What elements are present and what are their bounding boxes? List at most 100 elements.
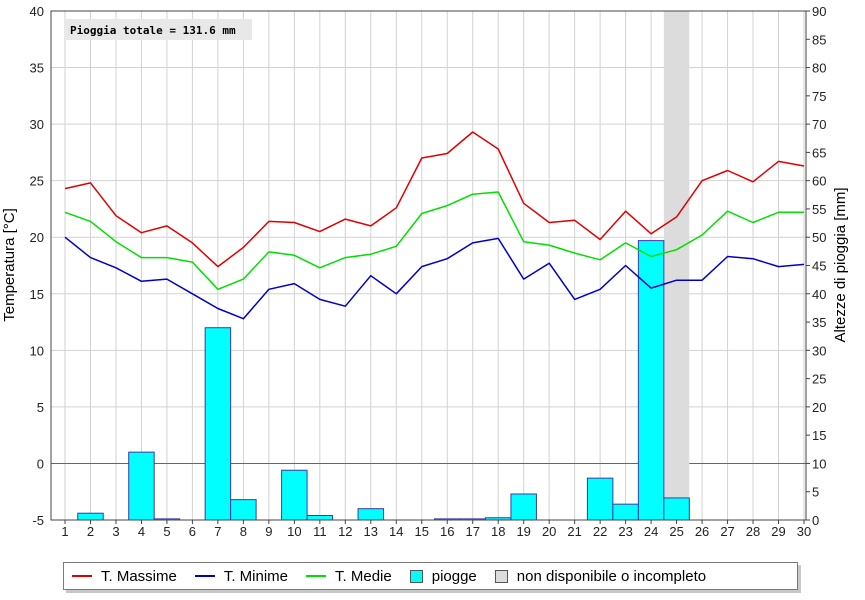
mean-temp-line	[64, 191, 804, 291]
y-left-tick-label: -5	[32, 513, 44, 528]
y-left-tick-label: 30	[30, 117, 44, 132]
rain-bar	[612, 503, 639, 521]
x-tick-label: 16	[440, 524, 454, 539]
x-tick-label: 2	[87, 524, 94, 539]
x-tick-label: 7	[214, 524, 221, 539]
y-right-tick-label: 30	[812, 343, 826, 358]
rain-bars	[77, 240, 690, 521]
gridlines	[51, 10, 806, 521]
x-tick-label: 4	[138, 524, 145, 539]
rain-bar	[637, 240, 665, 521]
y-right-tick-label: 60	[812, 174, 826, 189]
y-right-tick-label: 35	[812, 315, 826, 330]
y-right-tick-label: 55	[812, 202, 826, 217]
legend-label-rain: piogge	[431, 567, 477, 585]
rain-bar	[281, 469, 308, 521]
y-right-tick-label: 50	[812, 230, 826, 245]
rain-bar	[306, 514, 334, 521]
x-tick-label: 24	[644, 524, 658, 539]
y-left-tick-label: 25	[30, 174, 44, 189]
y-right-tick-label: 0	[812, 513, 819, 528]
x-tick-label: 23	[618, 524, 632, 539]
x-tick-label: 26	[695, 524, 709, 539]
x-tick-label: 21	[567, 524, 581, 539]
y-left-tick-label: 5	[37, 400, 44, 415]
y-right-tick-label: 25	[812, 372, 826, 387]
rain-bar	[128, 451, 155, 521]
x-tick-label: 10	[287, 524, 301, 539]
legend-swatch-rain	[409, 569, 423, 583]
rain-bar	[230, 499, 257, 521]
x-tick-label: 15	[415, 524, 429, 539]
x-tick-label: 18	[491, 524, 505, 539]
x-tick-label: 1	[61, 524, 68, 539]
tick-labels: 1 2 3 4 5 6 7 8 9 10 11 12 13 14 15 16 17 18 19 20 21 22 23 24 2…	[30, 4, 827, 539]
x-tick-label: 6	[189, 524, 196, 539]
rain-bar	[357, 508, 385, 521]
x-tick-label: 29	[771, 524, 785, 539]
legend-swatch-mean	[306, 575, 327, 577]
y-right-tick-label: 80	[812, 61, 826, 76]
legend-item-unavailable: non disponibile o incompleto	[494, 567, 707, 585]
y-axis-right-label: Altezze di pioggia [mm]	[832, 187, 849, 342]
x-tick-label: 14	[389, 524, 403, 539]
legend-label-unavailable: non disponibile o incompleto	[516, 567, 707, 585]
x-tick-label: 13	[364, 524, 378, 539]
rain-bar	[663, 497, 690, 521]
x-tick-label: 12	[338, 524, 352, 539]
y-right-tick-label: 10	[812, 456, 826, 471]
min-temp-line	[64, 236, 805, 320]
rain-bar	[77, 512, 104, 521]
rain-bar	[586, 477, 614, 521]
plot-frame	[50, 10, 807, 521]
legend-swatch-min	[194, 575, 215, 577]
x-tick-label: 17	[465, 524, 479, 539]
unavailable-band	[663, 11, 690, 520]
legend-label-max: T. Massime	[101, 567, 177, 585]
x-tick-label: 8	[240, 524, 247, 539]
rain-bar	[204, 327, 232, 521]
legend-label-min: T. Minime	[223, 567, 289, 585]
y-right-tick-label: 65	[812, 145, 826, 160]
legend-item-min: T. Minime	[194, 567, 289, 585]
legend-swatch-unavailable	[494, 569, 508, 583]
y-right-tick-label: 15	[812, 428, 826, 443]
legend-item-mean: T. Medie	[306, 568, 392, 585]
x-tick-label: 28	[746, 524, 760, 539]
y-right-tick-label: 40	[812, 287, 826, 302]
y-left-tick-label: 35	[30, 61, 44, 76]
y-right-tick-label: 5	[812, 485, 819, 500]
x-tick-label: 27	[720, 524, 734, 539]
x-tick-label: 22	[593, 524, 607, 539]
temperature-lines	[64, 131, 805, 320]
y-right-tick-label: 85	[812, 32, 826, 47]
y-right-tick-label: 90	[812, 4, 826, 19]
legend-item-rain: piogge	[409, 567, 477, 585]
y-left-tick-label: 0	[37, 456, 44, 471]
y-right-tick-label: 20	[812, 400, 826, 415]
x-tick-label: 3	[112, 524, 119, 539]
x-tick-label: 11	[313, 524, 327, 539]
legend-item-max: T. Massime	[72, 568, 177, 585]
rain-total-annotation: Pioggia totale = 131.6 mm	[70, 24, 236, 37]
x-tick-label: 19	[516, 524, 530, 539]
y-right-tick-label: 75	[812, 89, 826, 104]
x-tick-label: 5	[163, 524, 170, 539]
annotation-box	[65, 19, 252, 40]
y-left-tick-label: 15	[30, 287, 44, 302]
x-tick-label: 20	[542, 524, 556, 539]
y-axis-left-label: Temperatura [°C]	[1, 208, 18, 322]
y-left-tick-label: 10	[30, 343, 44, 358]
rain-bar	[510, 493, 537, 521]
y-right-tick-label: 45	[812, 259, 826, 274]
unavailable-bands	[663, 11, 690, 520]
y-left-tick-label: 20	[30, 230, 44, 245]
legend-swatch-max	[72, 575, 92, 577]
legend-label-mean: T. Medie	[335, 567, 392, 585]
y-right-tick-label: 70	[812, 117, 826, 132]
x-tick-label: 30	[797, 524, 811, 539]
x-tick-label: 25	[669, 524, 683, 539]
x-tick-label: 9	[265, 524, 272, 539]
legend: T. Massime T. Minime T. Medie piogge non…	[63, 562, 798, 590]
